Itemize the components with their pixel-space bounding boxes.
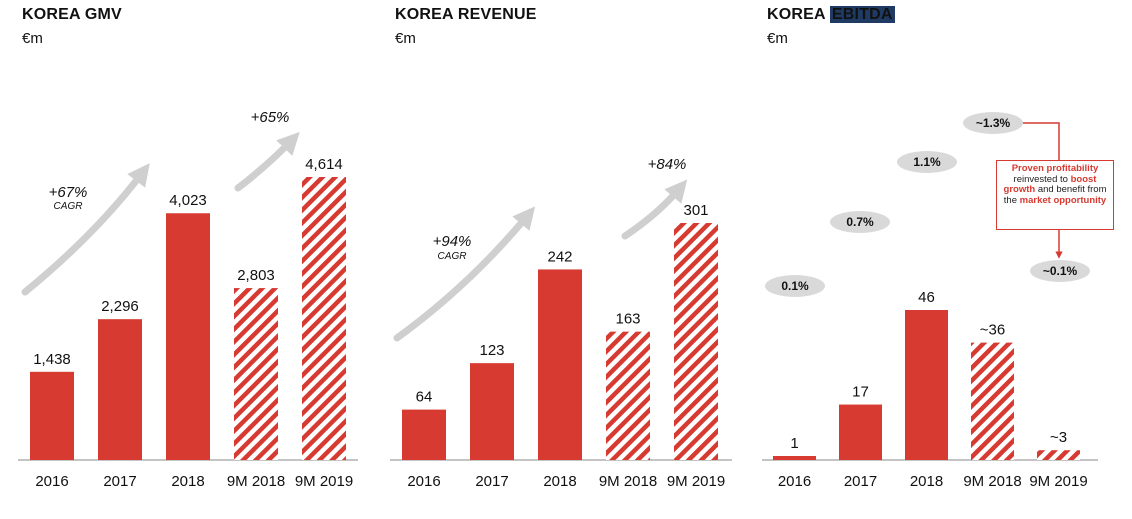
tick-label: 9M 2018 bbox=[963, 473, 1021, 490]
growth-label: +84% bbox=[648, 156, 687, 173]
panel-unit: €m bbox=[767, 30, 788, 47]
tick-label: 9M 2018 bbox=[599, 473, 657, 490]
bar bbox=[166, 213, 210, 460]
bar bbox=[905, 310, 948, 460]
title-highlight: EBITDA bbox=[829, 6, 895, 23]
tick-label: 2017 bbox=[103, 473, 136, 490]
panel-title: KOREA REVENUE bbox=[395, 6, 537, 23]
bar bbox=[302, 177, 346, 460]
bar bbox=[234, 288, 278, 460]
bar bbox=[538, 269, 582, 460]
cagr-arrow bbox=[393, 206, 536, 342]
tick-label: 9M 2019 bbox=[667, 473, 725, 490]
data-label: 1 bbox=[790, 435, 798, 452]
bar bbox=[30, 371, 74, 460]
bar bbox=[470, 363, 514, 460]
cagr-label: +94% bbox=[433, 233, 472, 250]
tick-label: 2016 bbox=[407, 473, 440, 490]
cagr-sub-label: CAGR bbox=[438, 251, 467, 262]
bar bbox=[773, 456, 816, 460]
data-label: 64 bbox=[416, 389, 433, 406]
tick-label: 9M 2019 bbox=[1029, 473, 1087, 490]
cagr-label: +67% bbox=[49, 184, 88, 201]
bar bbox=[1037, 450, 1080, 460]
revenue-panel: KOREA REVENUE €m bbox=[370, 0, 745, 519]
data-label: 4,023 bbox=[169, 192, 207, 209]
tick-label: 2017 bbox=[844, 473, 877, 490]
bar bbox=[606, 331, 650, 460]
panel-unit: €m bbox=[22, 30, 43, 47]
data-label: ~36 bbox=[980, 322, 1005, 339]
data-label: 17 bbox=[852, 384, 869, 401]
margin-label: 1.1% bbox=[913, 155, 941, 169]
callout-connector bbox=[1023, 122, 1060, 160]
margin-pill bbox=[765, 275, 825, 297]
data-label: 123 bbox=[479, 342, 504, 359]
growth-arrow bbox=[621, 179, 688, 240]
growth-label: +65% bbox=[251, 109, 290, 126]
gmv-panel: KOREA GMV €m bbox=[0, 0, 370, 519]
tick-label: 2016 bbox=[35, 473, 68, 490]
cagr-arrow bbox=[21, 163, 150, 296]
data-label: 46 bbox=[918, 289, 935, 306]
tick-label: 9M 2019 bbox=[295, 473, 353, 490]
bar bbox=[402, 409, 446, 460]
bar bbox=[971, 342, 1014, 460]
margin-pill bbox=[897, 151, 957, 173]
bar bbox=[674, 223, 718, 460]
tick-label: 2018 bbox=[171, 473, 204, 490]
tick-label: 9M 2018 bbox=[227, 473, 285, 490]
margin-pill bbox=[1030, 260, 1090, 282]
margin-pill bbox=[830, 211, 890, 233]
bar bbox=[839, 404, 882, 460]
data-label: 242 bbox=[547, 248, 572, 265]
panel-title: KOREA GMV bbox=[22, 6, 122, 23]
panel-title: KOREA EBITDA bbox=[767, 6, 895, 23]
growth-arrow bbox=[234, 131, 300, 192]
margin-label: 0.7% bbox=[846, 215, 874, 229]
tick-label: 2018 bbox=[910, 473, 943, 490]
tick-label: 2016 bbox=[778, 473, 811, 490]
margin-label: 0.1% bbox=[781, 279, 809, 293]
data-label: 2,803 bbox=[237, 267, 275, 284]
margin-label: ~0.1% bbox=[1043, 264, 1078, 278]
data-label: ~3 bbox=[1050, 429, 1067, 446]
cagr-sub-label: CAGR bbox=[54, 201, 83, 212]
data-label: 2,296 bbox=[101, 298, 139, 315]
ebitda-panel: KOREA EBITDA €m bbox=[745, 0, 1132, 519]
data-label: 301 bbox=[683, 202, 708, 219]
tick-label: 2017 bbox=[475, 473, 508, 490]
bar bbox=[98, 319, 142, 460]
margin-label: ~1.3% bbox=[976, 116, 1011, 130]
tick-label: 2018 bbox=[543, 473, 576, 490]
panel-unit: €m bbox=[395, 30, 416, 47]
profitability-callout: Proven profitability reinvested to boost… bbox=[996, 160, 1114, 230]
data-label: 1,438 bbox=[33, 351, 71, 368]
data-label: 163 bbox=[615, 311, 640, 328]
data-label: 4,614 bbox=[305, 156, 343, 173]
margin-pill bbox=[963, 112, 1023, 134]
